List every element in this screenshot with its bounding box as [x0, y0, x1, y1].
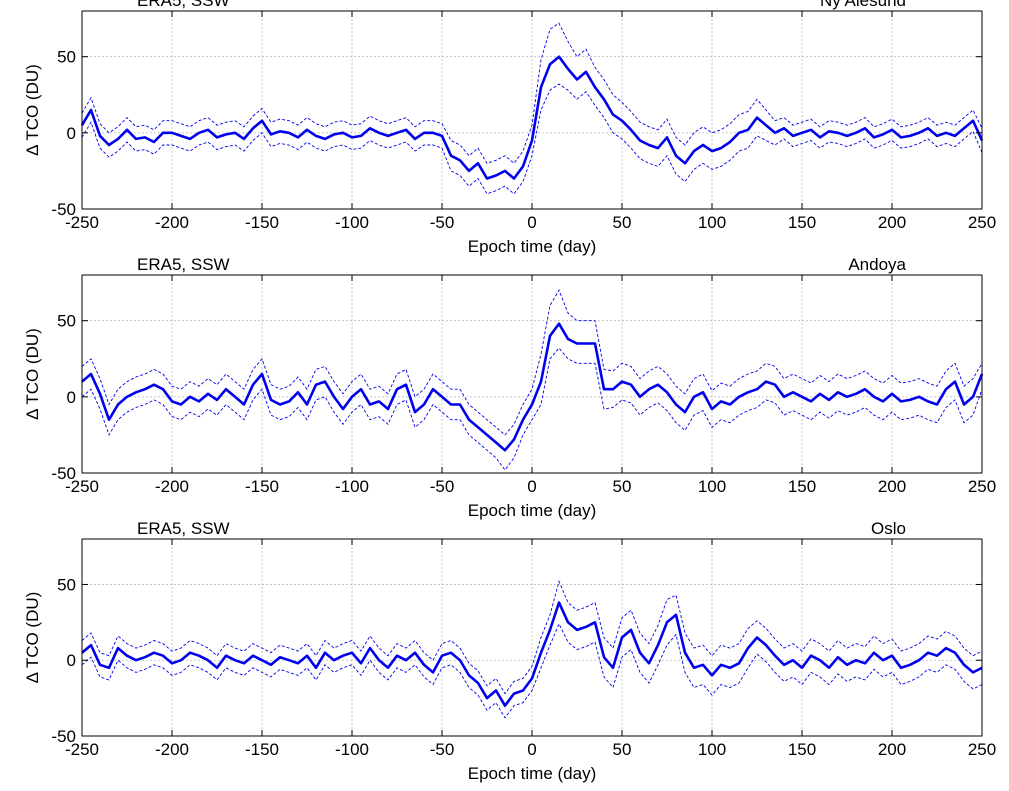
x-tick-label: -250	[65, 740, 99, 759]
y-tick-label: -50	[51, 200, 76, 219]
y-tick-label: 0	[67, 388, 76, 407]
x-tick-label: 200	[878, 740, 906, 759]
x-tick-label: 50	[613, 740, 632, 759]
x-tick-label: 100	[698, 740, 726, 759]
y-axis-label: Δ TCO (DU)	[23, 592, 42, 684]
x-tick-label: 100	[698, 213, 726, 232]
station-label: Ny Alesund	[820, 0, 906, 10]
x-tick-label: 150	[788, 740, 816, 759]
y-tick-label: 0	[67, 651, 76, 670]
series-mean-line	[81, 322, 984, 452]
series-lower-line	[81, 83, 983, 195]
x-tick-label: -50	[430, 740, 455, 759]
x-tick-label: 0	[527, 477, 536, 496]
x-tick-label: 250	[968, 477, 996, 496]
x-tick-label: -150	[245, 477, 279, 496]
y-tick-label: 50	[57, 575, 76, 594]
panel-3: -250 -200 -150 -100 -50 0 50 100 150 200 250 -50 0 50…	[23, 519, 996, 783]
y-tick-label: 50	[57, 48, 76, 67]
panel-2: -250 -200 -150 -100 -50 0 50 100 150 200 250 -50 0 50…	[23, 255, 996, 520]
dataset-label: ERA5, SSW	[137, 519, 230, 538]
x-tick-label: -150	[245, 213, 279, 232]
x-tick-label: -50	[430, 213, 455, 232]
x-axis-label: Epoch time (day)	[468, 501, 597, 520]
series-upper-line	[81, 289, 983, 436]
x-tick-label: 50	[613, 477, 632, 496]
x-tick-label: 50	[613, 213, 632, 232]
series-mean-line	[81, 601, 983, 708]
x-axis-label: Epoch time (day)	[468, 764, 597, 783]
x-tick-label: -200	[155, 477, 189, 496]
dataset-label: ERA5, SSW	[137, 0, 230, 10]
series-lower-line	[81, 622, 983, 719]
x-tick-label: 100	[698, 477, 726, 496]
x-tick-label: 150	[788, 477, 816, 496]
station-label: Oslo	[871, 519, 906, 538]
y-tick-label: 0	[67, 124, 76, 143]
x-tick-label: 0	[527, 213, 536, 232]
x-tick-label: 250	[968, 213, 996, 232]
x-tick-label: -100	[335, 213, 369, 232]
x-tick-label: 200	[878, 213, 906, 232]
x-tick-label: 0	[527, 740, 536, 759]
x-tick-label: 250	[968, 740, 996, 759]
x-tick-label: -100	[335, 740, 369, 759]
x-tick-label: -50	[430, 477, 455, 496]
x-tick-label: 150	[788, 213, 816, 232]
dataset-label: ERA5, SSW	[137, 255, 230, 274]
y-axis-label: Δ TCO (DU)	[23, 328, 42, 420]
x-axis-label: Epoch time (day)	[468, 237, 597, 256]
station-label: Andoya	[848, 255, 906, 274]
x-tick-label: -100	[335, 477, 369, 496]
y-tick-label: 50	[57, 312, 76, 331]
series-upper-line	[81, 22, 983, 164]
x-tick-label: -250	[65, 213, 99, 232]
x-tick-label: 200	[878, 477, 906, 496]
series-mean-line	[80, 55, 984, 180]
y-tick-label: -50	[51, 464, 76, 483]
x-tick-label: -150	[245, 740, 279, 759]
x-tick-label: -250	[65, 477, 99, 496]
series-upper-line	[81, 580, 983, 695]
y-axis-label: Δ TCO (DU)	[23, 64, 42, 156]
panel-1: -250 -200 -150 -100 -50 0 50 100 150 200 250 -50 0 50…	[23, 0, 996, 256]
x-tick-label: -200	[155, 213, 189, 232]
y-tick-label: -50	[51, 727, 76, 746]
x-tick-label: -200	[155, 740, 189, 759]
series-lower-line	[81, 347, 983, 471]
